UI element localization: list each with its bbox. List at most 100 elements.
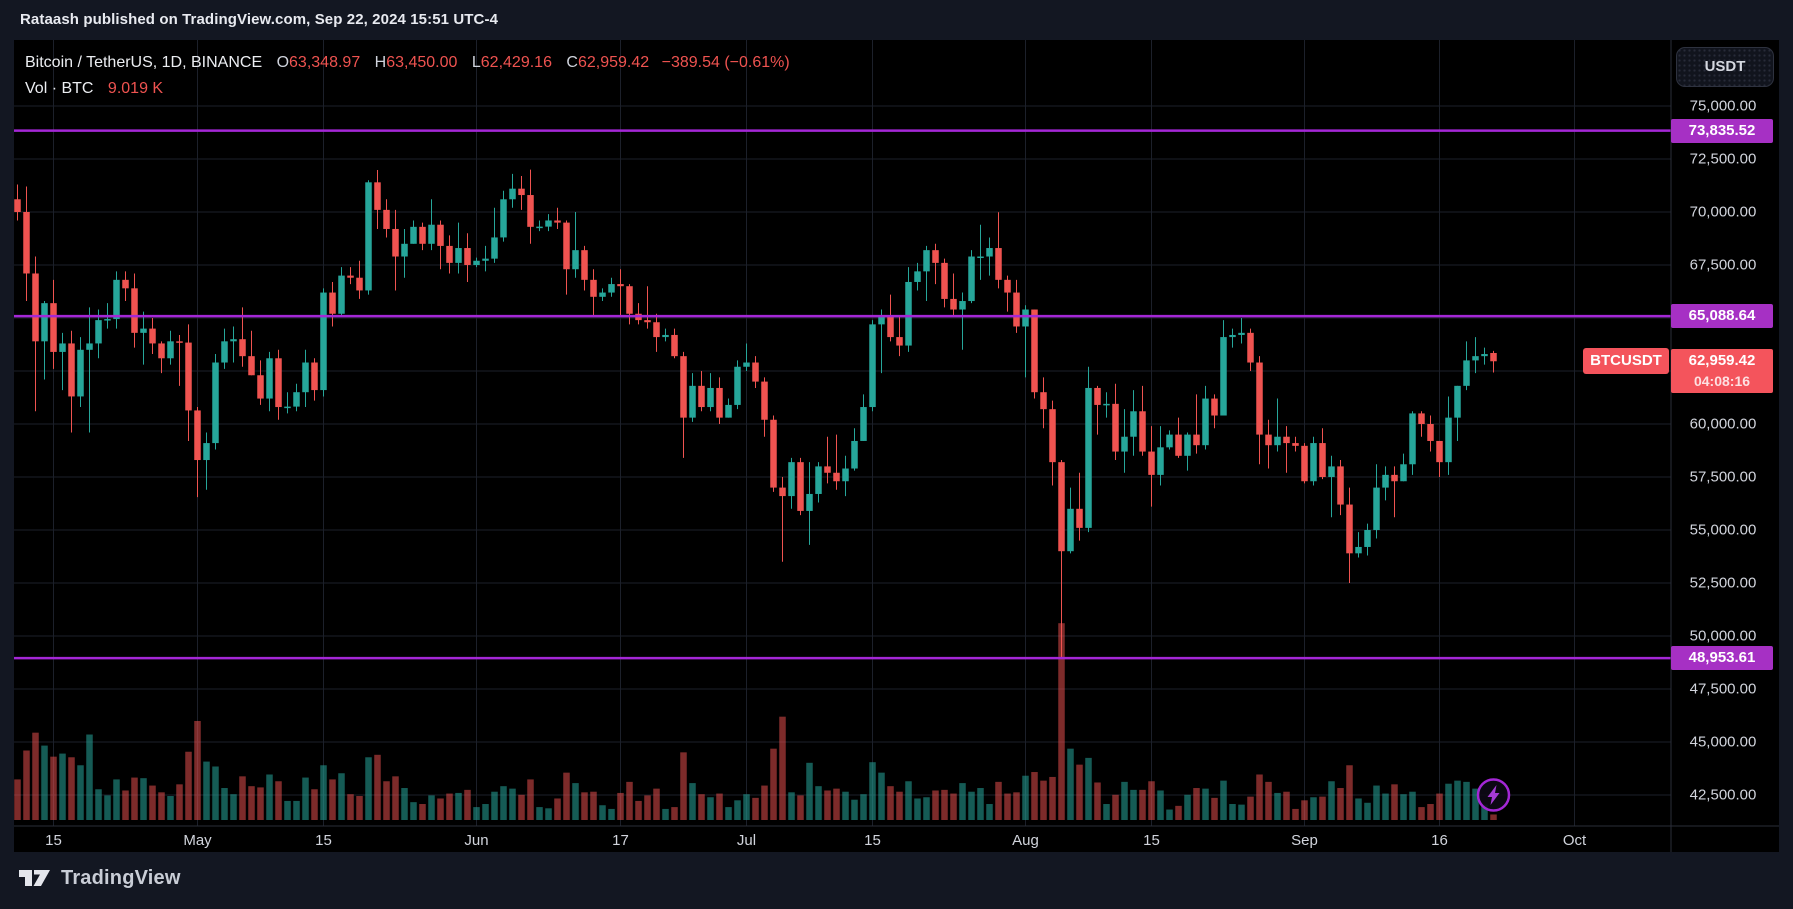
candle-body — [437, 224, 444, 246]
candle-body — [329, 292, 336, 314]
candle-body — [1049, 409, 1056, 463]
candle-body — [1301, 445, 1308, 482]
price-tick-label[interactable]: 75,000.00 — [1689, 97, 1757, 115]
time-tick-label[interactable]: 15 — [45, 832, 62, 849]
candle-body — [158, 343, 165, 359]
close-value: 62,959.42 — [577, 54, 650, 71]
candle-body — [1247, 332, 1254, 363]
time-tick-label[interactable]: Jul — [736, 832, 757, 849]
price-tick-label[interactable]: 70,000.00 — [1689, 203, 1757, 221]
candle-body — [752, 362, 759, 382]
time-tick-label[interactable]: 15 — [1143, 832, 1160, 849]
price-tick-label[interactable]: 55,000.00 — [1689, 521, 1757, 539]
time-tick-label[interactable]: Sep — [1291, 832, 1318, 849]
volume-bar — [653, 788, 660, 820]
candle-body — [86, 343, 93, 350]
volume-bar — [950, 793, 957, 820]
volume-bar — [716, 793, 723, 820]
time-tick-label[interactable]: Jun — [464, 832, 489, 849]
volume-bar — [248, 786, 255, 820]
candle-body — [1355, 546, 1362, 554]
close-label: C — [566, 54, 578, 71]
volume-bar — [1418, 807, 1425, 820]
candle-body — [1175, 434, 1182, 456]
candle-body — [347, 275, 354, 278]
volume-bar — [1355, 798, 1362, 820]
candle-body — [1391, 474, 1398, 482]
tradingview-logo-icon — [19, 870, 50, 886]
candle-body — [1274, 436, 1281, 446]
volume-bar — [194, 720, 201, 820]
candle-body — [95, 320, 102, 344]
volume-bar — [140, 778, 147, 820]
candle-body — [1436, 440, 1443, 463]
volume-bar — [221, 788, 228, 820]
volume-bar — [518, 794, 525, 820]
volume-bar — [779, 716, 786, 820]
candle-body — [1346, 504, 1353, 554]
candle-body — [392, 228, 399, 257]
price-tick-label[interactable]: 52,500.00 — [1689, 574, 1757, 592]
candle-body — [860, 407, 867, 441]
volume-bar — [1247, 796, 1254, 820]
candle-body — [1220, 337, 1227, 416]
candle-body — [914, 271, 921, 282]
price-tick-label[interactable]: 47,500.00 — [1689, 680, 1757, 698]
time-tick-label[interactable]: 17 — [612, 832, 629, 849]
price-tick-label[interactable]: 67,500.00 — [1689, 256, 1757, 274]
bar-countdown: 04:08:16 — [1693, 373, 1751, 390]
candle-body — [986, 248, 993, 257]
candle-body — [779, 487, 786, 497]
volume-bar — [698, 794, 705, 820]
volume-bar — [167, 796, 174, 820]
time-tick-label[interactable]: Oct — [1562, 832, 1587, 849]
price-tick-label[interactable]: 57,500.00 — [1689, 468, 1757, 486]
candle-body — [1103, 403, 1110, 406]
price-tick-label[interactable]: 45,000.00 — [1689, 733, 1757, 751]
price-tick-label[interactable]: 50,000.00 — [1689, 627, 1757, 645]
candle-body — [185, 342, 192, 411]
candle-body — [1265, 434, 1272, 446]
candle-body — [734, 366, 741, 405]
volume-bar — [320, 765, 327, 820]
volume-bar — [923, 797, 930, 820]
price-tick-label[interactable]: 72,500.00 — [1689, 150, 1757, 168]
time-tick-label[interactable]: 15 — [864, 832, 881, 849]
candle-body — [644, 320, 651, 323]
lightning-boost-icon[interactable] — [1476, 778, 1511, 812]
volume-bar — [1013, 792, 1020, 820]
candle-body — [1472, 356, 1479, 361]
candle-body — [419, 226, 426, 244]
volume-bar — [302, 777, 309, 820]
time-tick-label[interactable]: 16 — [1431, 832, 1448, 849]
candle-body — [806, 493, 813, 511]
volume-label: Vol · BTC — [25, 80, 94, 97]
volume-bar — [59, 753, 66, 820]
volume-bar — [1094, 782, 1101, 820]
volume-bar — [743, 794, 750, 820]
candle-body — [518, 188, 525, 196]
candle-body — [671, 334, 678, 357]
price-tick-label[interactable]: 60,000.00 — [1689, 415, 1757, 433]
time-tick-label[interactable]: May — [183, 832, 212, 849]
candle-body — [1427, 424, 1434, 441]
time-tick-label[interactable]: Aug — [1012, 832, 1039, 849]
candlestick-chart[interactable] — [14, 40, 1779, 852]
volume-bar — [968, 791, 975, 820]
currency-toggle-button[interactable]: USDT — [1676, 47, 1774, 87]
candle-body — [923, 250, 930, 272]
volume-bar — [149, 785, 156, 820]
candle-body — [140, 328, 147, 333]
candle-body — [698, 385, 705, 408]
candle-body — [122, 279, 129, 289]
volume-bar — [14, 779, 21, 820]
volume-bar — [689, 783, 696, 820]
price-tick-label[interactable]: 42,500.00 — [1689, 786, 1757, 804]
volume-bar — [878, 772, 885, 820]
time-tick-label[interactable]: 15 — [315, 832, 332, 849]
candle-body — [113, 279, 120, 320]
tradingview-attribution[interactable]: TradingView — [18, 860, 181, 896]
volume-bar — [599, 805, 606, 820]
candle-body — [896, 337, 903, 346]
volume-bar — [806, 762, 813, 820]
